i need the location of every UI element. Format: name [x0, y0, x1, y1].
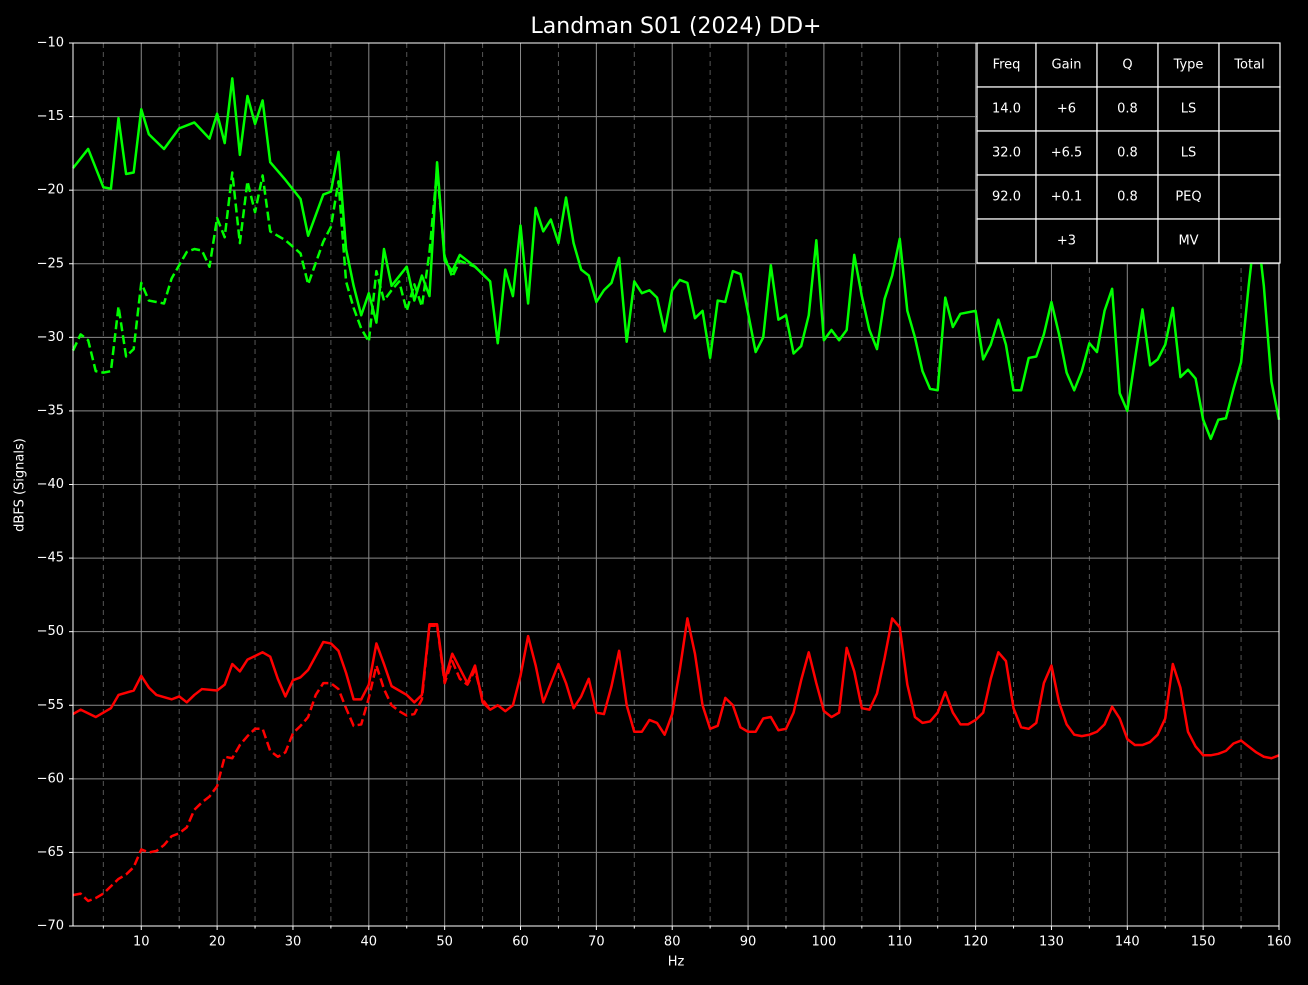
- y-tick-label: −20: [37, 183, 64, 198]
- y-tick-label: −30: [37, 330, 64, 345]
- table-cell: [1218, 42, 1281, 88]
- x-tick-label: 90: [740, 935, 757, 950]
- table-cell: [1157, 174, 1220, 220]
- table-cell-text: Gain: [1052, 58, 1082, 73]
- table-cell-text: Freq: [993, 58, 1021, 73]
- table-cell: [976, 174, 1037, 220]
- y-tick-label: −60: [37, 771, 64, 786]
- x-tick-label: 80: [664, 935, 681, 950]
- table-cell-text: 14.0: [992, 102, 1021, 117]
- table-cell-text: +3: [1057, 234, 1076, 249]
- table-cell: [1035, 130, 1098, 176]
- series-line: [71, 168, 492, 374]
- x-tick-label: 10: [133, 935, 150, 950]
- x-tick-label: 140: [1115, 935, 1140, 950]
- table-cell: [1218, 130, 1281, 176]
- x-tick-label: 120: [963, 935, 988, 950]
- table-cell-text: PEQ: [1175, 190, 1201, 205]
- x-tick-label: 100: [811, 935, 836, 950]
- table-cell: [1035, 86, 1098, 132]
- y-tick-label: −10: [37, 36, 64, 51]
- x-axis-label: Hz: [668, 955, 685, 970]
- x-tick-label: 110: [887, 935, 912, 950]
- table-cell: [1218, 218, 1281, 264]
- x-tick-label: 160: [1267, 935, 1292, 950]
- y-axis-label: dBFS (Signals): [13, 438, 28, 532]
- table-cell-text: 0.8: [1117, 190, 1138, 205]
- table-cell-text: Type: [1173, 58, 1204, 73]
- table-cell: [1096, 218, 1159, 264]
- y-tick-label: −25: [37, 256, 64, 271]
- x-tick-label: 130: [1039, 935, 1064, 950]
- table-cell: [976, 86, 1037, 132]
- y-tick-label: −55: [37, 698, 64, 713]
- table-cell-text: MV: [1178, 234, 1198, 249]
- table: Freq Gain Q Type Total 14.0 +6 0.8 LS 32.0 +6.5 0.8…: [976, 42, 1281, 264]
- x-tick-label: 30: [285, 935, 302, 950]
- x-tick-label: 40: [361, 935, 378, 950]
- table-cell-text: 92.0: [992, 190, 1021, 205]
- y-tick-label: −65: [37, 845, 64, 860]
- table-cell: [1035, 218, 1098, 264]
- table-cell: [1096, 130, 1159, 176]
- table-cell-text: +6.5: [1051, 146, 1083, 161]
- lines: [71, 77, 1281, 903]
- x-tick-label: 70: [588, 935, 605, 950]
- chart-title: Landman S01 (2024) DD+: [531, 14, 822, 39]
- y-tick-label: −70: [37, 919, 64, 934]
- table-cell-text: +0.1: [1051, 190, 1083, 205]
- x-tick-label: 20: [209, 935, 226, 950]
- y-tick-label: −45: [37, 551, 64, 566]
- table-cell-text: 0.8: [1117, 146, 1138, 161]
- y-tick-label: −40: [37, 477, 64, 492]
- series-line: [72, 617, 1280, 760]
- y-tick-label: −50: [37, 624, 64, 639]
- y-tick-label: −15: [37, 109, 64, 124]
- table-cell-text: LS: [1181, 102, 1197, 117]
- table-cell: [1096, 174, 1159, 220]
- table-cell-text: Q: [1122, 58, 1132, 73]
- table-cell: [1218, 86, 1281, 132]
- x-tick-label: 60: [512, 935, 529, 950]
- table-cell-text: Total: [1233, 58, 1264, 73]
- x-tick-label: 150: [1191, 935, 1216, 950]
- y-tick-label: −35: [37, 403, 64, 418]
- series-line: [72, 624, 492, 903]
- table-cell-text: +6: [1057, 102, 1076, 117]
- table-cell: [1157, 218, 1220, 264]
- table-cell-text: 0.8: [1117, 102, 1138, 117]
- axes: 10 20 30 40 50 60 70 80 90 100 110 120 130 140 150 160 −…: [37, 36, 1292, 950]
- plot-frame: [72, 42, 1280, 927]
- series-line: [72, 77, 1281, 441]
- table-cell: [976, 218, 1037, 264]
- table-cell: [1157, 86, 1220, 132]
- table-cell-text: 32.0: [992, 146, 1021, 161]
- table-cell: [1218, 174, 1281, 220]
- x-tick-label: 50: [436, 935, 453, 950]
- table-cell-text: LS: [1181, 146, 1197, 161]
